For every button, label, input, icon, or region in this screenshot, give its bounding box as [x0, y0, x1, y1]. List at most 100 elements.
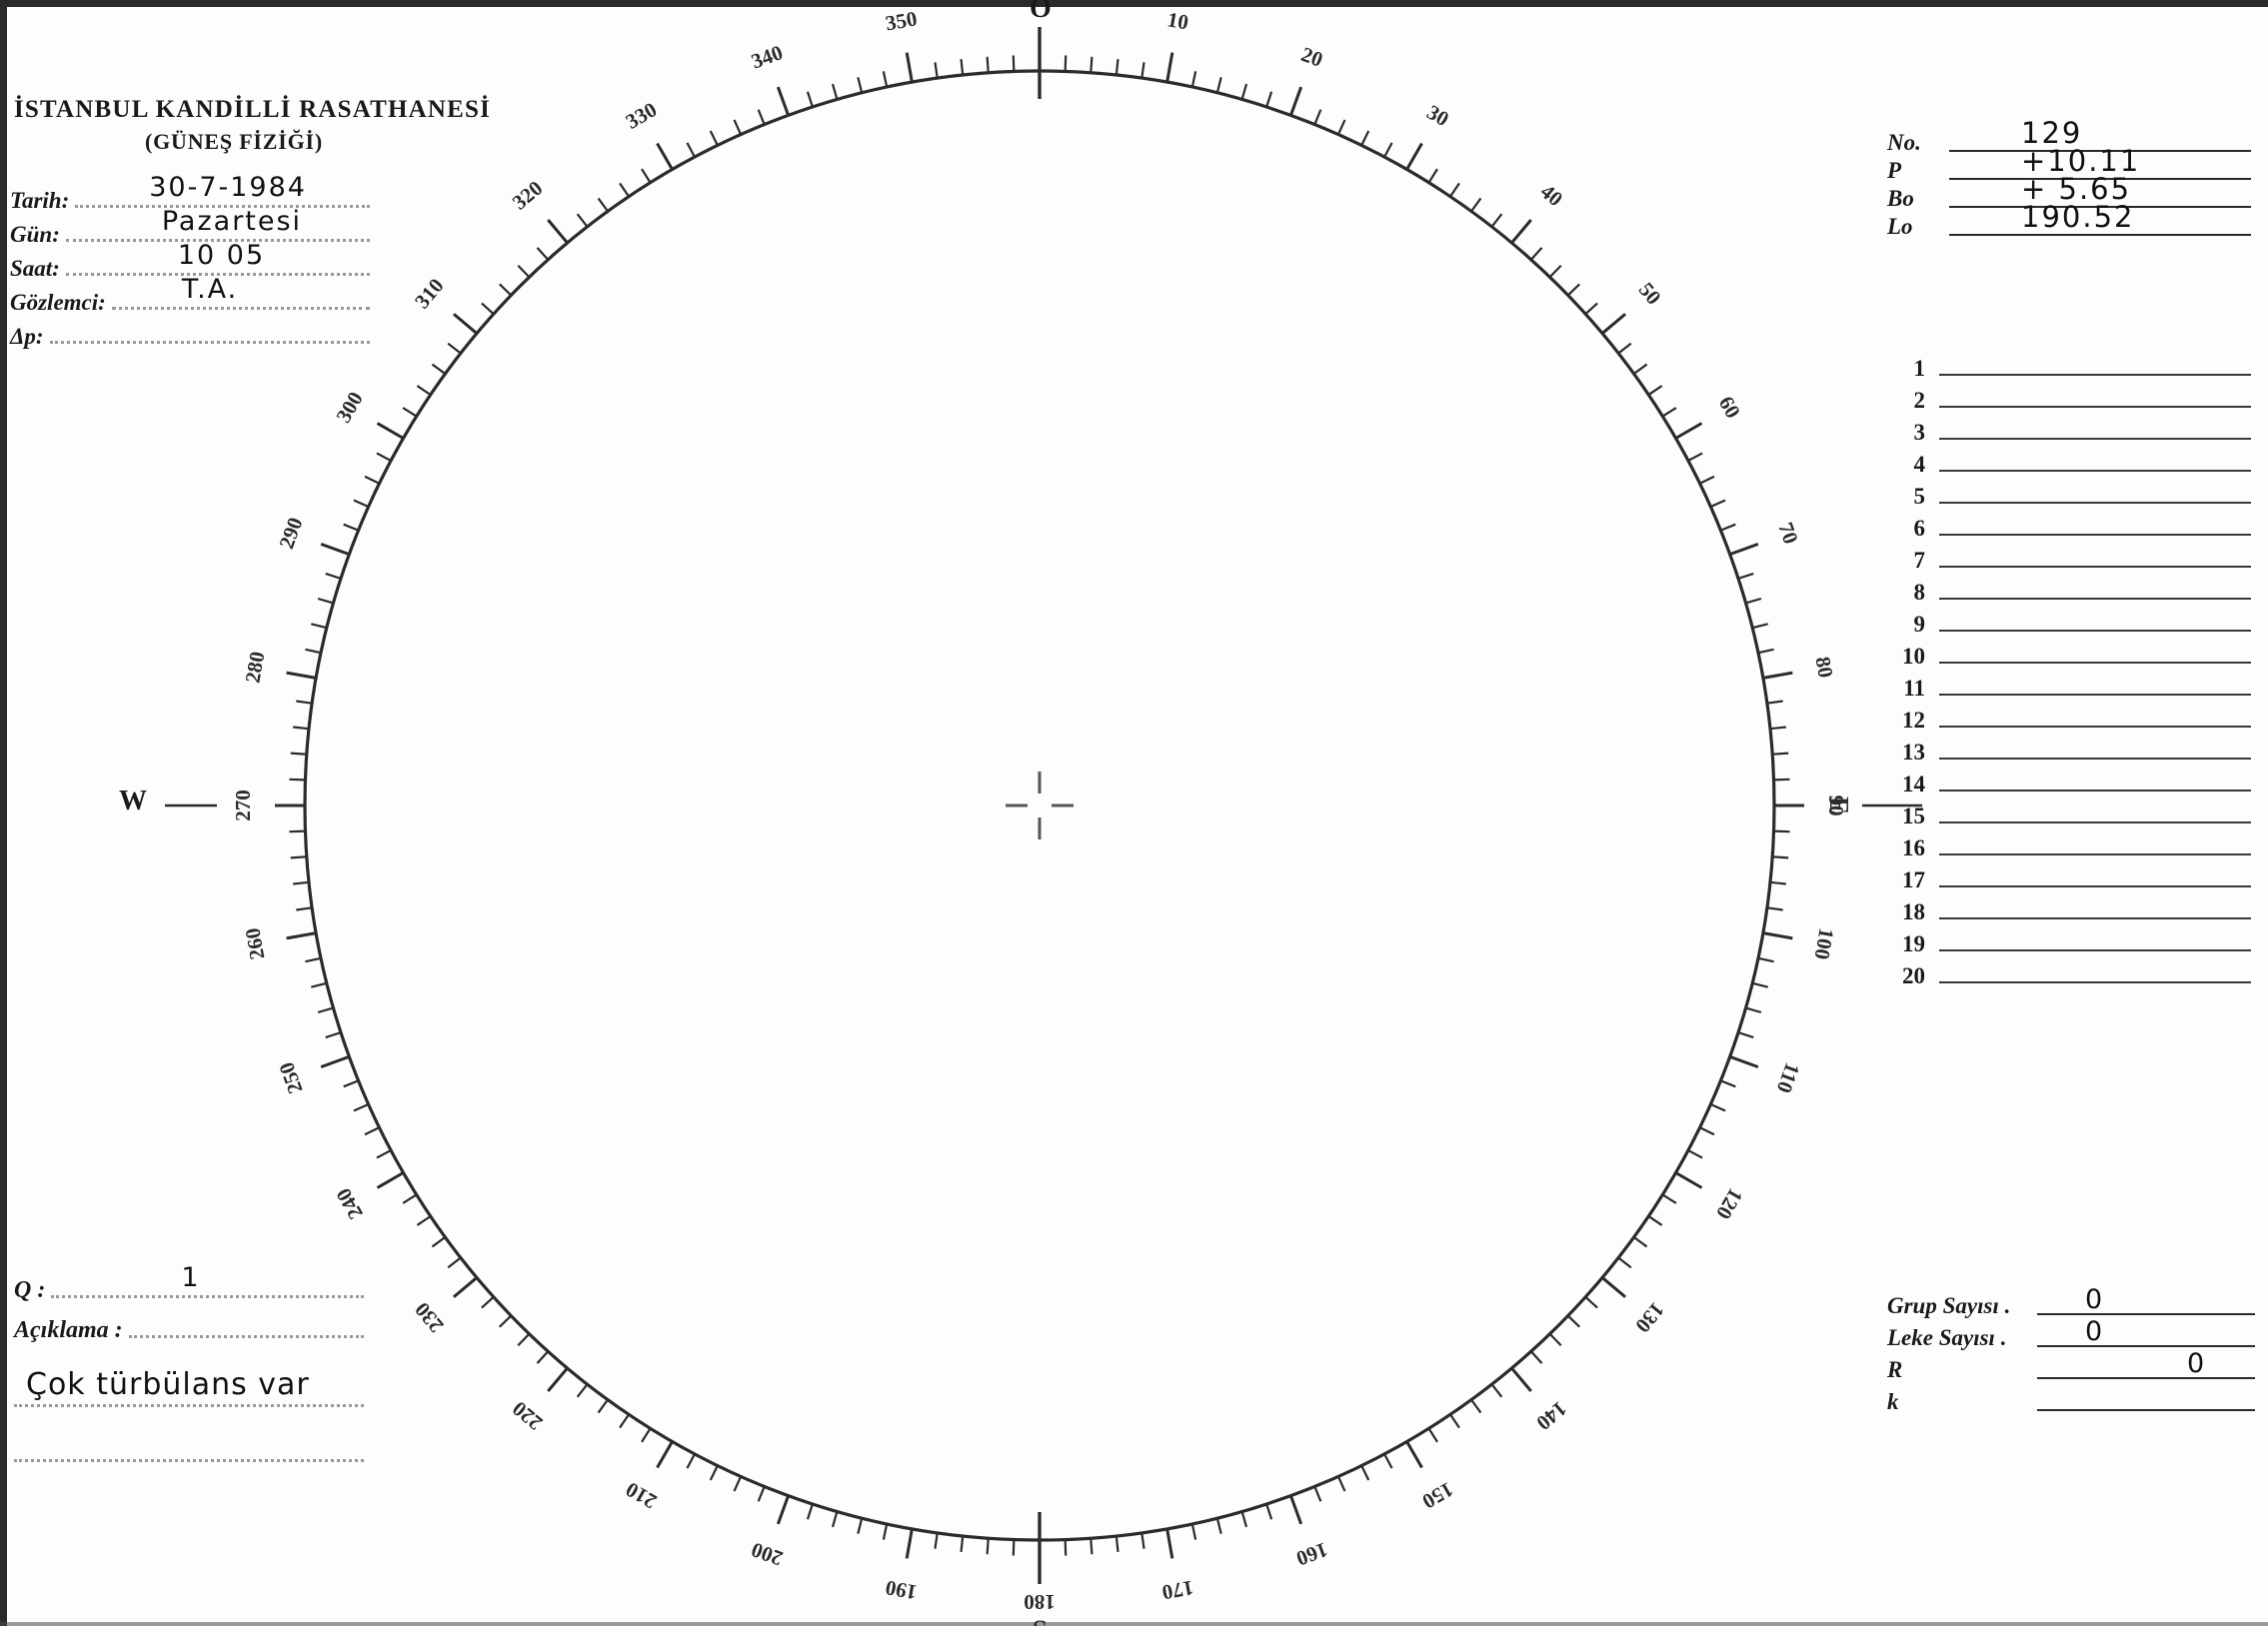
spot-row[interactable]: 11 [1879, 668, 2251, 700]
spot-row[interactable]: 17 [1879, 859, 2251, 891]
summary-r[interactable]: R 0 [1887, 1348, 2255, 1383]
spot-row-line [1939, 852, 2251, 855]
summary-group-count[interactable]: Grup Sayısı . 0 [1887, 1284, 2255, 1319]
param-value-p: +10.11 [2021, 144, 2141, 178]
param-rule-p: +10.11 [1949, 144, 2251, 180]
param-p[interactable]: P +10.11 [1887, 144, 2251, 184]
dial-degree-label: 10 [1165, 7, 1190, 34]
west-marker-label: W [119, 786, 147, 816]
dial-degree-label: 310 [410, 274, 449, 314]
dial-degree-label: 160 [1293, 1537, 1331, 1570]
param-label-bo: Bo [1887, 186, 1914, 211]
field-value-gozlemci: T.A. [181, 274, 239, 305]
param-no[interactable]: No. 129 [1887, 116, 2251, 156]
param-bo[interactable]: Bo + 5.65 [1887, 172, 2251, 212]
param-rule-bo: + 5.65 [1949, 172, 2251, 208]
summary-value-spot-count: 0 [2085, 1316, 2103, 1347]
spot-row[interactable]: 9 [1879, 604, 2251, 636]
dial-degree-label: 210 [622, 1477, 661, 1514]
summary-block: Grup Sayısı . 0 Leke Sayısı . 0 R 0 k [1887, 1284, 2255, 1415]
param-lo[interactable]: Lo 190.52 [1887, 200, 2251, 240]
spot-row[interactable]: 5 [1879, 476, 2251, 508]
spot-row[interactable]: 4 [1879, 444, 2251, 476]
field-label-gun: Gün: [10, 222, 60, 247]
dial-degree-label: 110 [1772, 1059, 1805, 1096]
summary-spot-count[interactable]: Leke Sayısı . 0 [1887, 1316, 2255, 1351]
dial-degree-label: 50 [1634, 278, 1666, 310]
field-value-tarih: 30-7-1984 [149, 172, 307, 203]
scan-edge-bottom [0, 1622, 2268, 1626]
dial-degree-label: 70 [1773, 519, 1803, 547]
field-label-delta-p: Δp: [10, 324, 44, 349]
spot-row-line [1939, 693, 2251, 696]
dial-degree-label: 30 [1423, 100, 1453, 131]
parameter-block: No. 129 P +10.11 Bo + 5.65 Lo 190.52 [1887, 116, 2251, 240]
spot-row[interactable]: 7 [1879, 540, 2251, 572]
spot-row-line [1939, 661, 2251, 664]
field-tarih[interactable]: Tarih: 30-7-1984 [10, 172, 370, 214]
spot-row[interactable]: 16 [1879, 827, 2251, 859]
field-delta-p[interactable]: Δp: [10, 316, 370, 350]
spot-row-line [1939, 757, 2251, 760]
spot-row[interactable]: 1 [1879, 348, 2251, 380]
spot-list: 1 2 3 4 5 6 7 8 9 10 11 12 13 14 15 16 17 18 19 20 [1879, 348, 2251, 987]
spot-row-line [1939, 725, 2251, 728]
spot-row[interactable]: 13 [1879, 732, 2251, 764]
remarks-line-1[interactable]: Çok türbülans var [14, 1356, 364, 1407]
spot-row[interactable]: 8 [1879, 572, 2251, 604]
field-label-gozlemci: Gözlemci: [10, 290, 106, 315]
spot-row-line [1939, 820, 2251, 823]
dial-degree-label: 350 [884, 6, 919, 35]
spot-row[interactable]: 2 [1879, 380, 2251, 412]
north-marker-label: Ö [1030, 0, 1052, 24]
spot-row-number: 3 [1913, 420, 1926, 445]
spot-row[interactable]: 14 [1879, 764, 2251, 796]
spot-row-number: 11 [1903, 676, 1925, 701]
summary-k[interactable]: k [1887, 1383, 2255, 1415]
spot-row-line [1939, 597, 2251, 600]
spot-row-line [1939, 789, 2251, 792]
field-label-remarks: Açıklama : [14, 1317, 123, 1343]
spot-row[interactable]: 3 [1879, 412, 2251, 444]
field-rule-tarih: 30-7-1984 [75, 172, 370, 208]
field-rule-saat: 10 05 [65, 240, 370, 276]
field-quality[interactable]: Q : 1 [14, 1262, 364, 1304]
dial-degree-label: 150 [1418, 1477, 1457, 1514]
spot-row-number: 13 [1902, 740, 1925, 765]
spot-row-number: 8 [1913, 580, 1926, 605]
spot-row-line [1939, 948, 2251, 951]
spot-row[interactable]: 6 [1879, 508, 2251, 540]
remarks-line-2[interactable] [14, 1429, 364, 1462]
dial-degree-label: 60 [1714, 392, 1745, 422]
spot-row-line [1939, 565, 2251, 568]
spot-row-number: 4 [1913, 452, 1926, 477]
field-gun[interactable]: Gün: Pazartesi [10, 206, 370, 248]
dial-degree-label: 100 [1810, 926, 1839, 961]
summary-label-spot-count: Leke Sayısı . [1887, 1325, 2007, 1350]
field-saat[interactable]: Saat: 10 05 [10, 240, 370, 282]
param-label-no: No. [1887, 130, 1921, 155]
dial-degree-label: 250 [274, 1059, 307, 1097]
spot-row[interactable]: 20 [1879, 955, 2251, 987]
summary-rule-r: 0 [2037, 1348, 2255, 1379]
spot-row[interactable]: 10 [1879, 636, 2251, 668]
field-gozlemci[interactable]: Gözlemci: T.A. [10, 274, 370, 316]
spot-row-line [1939, 437, 2251, 440]
spot-row[interactable]: 12 [1879, 700, 2251, 732]
dial-degree-label: 290 [274, 514, 307, 552]
spot-row-number: 15 [1902, 804, 1925, 828]
spot-row[interactable]: 19 [1879, 923, 2251, 955]
organization-name: İSTANBUL KANDİLLİ RASATHANESİ [14, 96, 492, 123]
remarks-text: Çok türbülans var [26, 1367, 310, 1402]
spot-row-number: 12 [1902, 708, 1925, 733]
dial-degree-label: 300 [331, 388, 368, 427]
field-remarks[interactable]: Açıklama : [14, 1304, 364, 1344]
dial-degree-label: 20 [1298, 42, 1326, 72]
spot-row[interactable]: 18 [1879, 891, 2251, 923]
dial-degree-label: 230 [410, 1298, 449, 1338]
field-value-saat: 10 05 [177, 240, 266, 271]
spot-row-number: 19 [1902, 931, 1925, 956]
param-value-no: 129 [2021, 116, 2083, 150]
spot-row-number: 1 [1913, 356, 1926, 381]
spot-row[interactable]: 15 [1879, 796, 2251, 827]
